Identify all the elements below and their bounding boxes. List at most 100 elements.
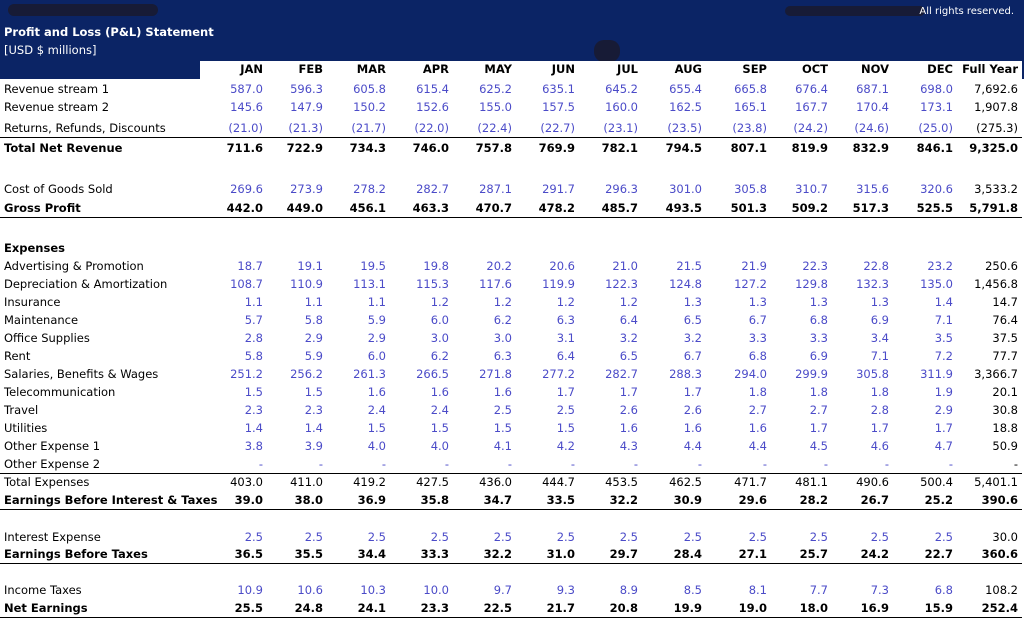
col-sep-value: 127.2 (734, 277, 767, 291)
col-sep-value: 305.8 (734, 182, 767, 196)
col-may-value: 436.0 (479, 475, 512, 489)
col-dec-value: 320.6 (920, 182, 953, 196)
col-apr-value: 33.3 (420, 547, 449, 561)
col-full-year-value: 7,692.6 (974, 82, 1018, 96)
col-feb-header: FEB (298, 62, 323, 76)
row-label: Income Taxes (4, 583, 82, 597)
col-oct-value: 1.8 (809, 385, 828, 399)
col-jul-value: 122.3 (605, 277, 638, 291)
col-full-year-value: - (1013, 457, 1018, 471)
col-sep-value: 4.4 (748, 439, 767, 453)
col-apr-value: 3.0 (430, 331, 449, 345)
col-aug-value: 4.4 (683, 439, 702, 453)
col-full-year-value: 3,366.7 (974, 367, 1018, 381)
col-may-value: - (507, 457, 512, 471)
col-apr-value: 6.0 (430, 313, 449, 327)
col-aug-value: 124.8 (669, 277, 702, 291)
col-feb-value: 38.0 (294, 493, 323, 507)
col-jul-value: 282.7 (605, 367, 638, 381)
col-aug-value: 288.3 (669, 367, 702, 381)
col-sep-value: 2.5 (748, 530, 767, 544)
col-nov-value: 7.1 (870, 349, 889, 363)
col-nov-value: 517.3 (852, 201, 889, 215)
table-row: Telecommunication 1.5 1.5 1.6 1.6 1.6 1.7 1.7 1.… (0, 383, 1024, 401)
col-sep-value: 807.1 (730, 141, 767, 155)
table-row: Utilities 1.4 1.4 1.5 1.5 1.5 1.5 1.6 1.6 1.6 1.7 1… (0, 419, 1024, 437)
col-feb-value: 5.9 (304, 349, 323, 363)
row-label: Other Expense 2 (4, 457, 101, 471)
col-jan-value: 36.5 (234, 547, 263, 561)
col-feb-value: - (318, 457, 323, 471)
col-jul-value: 1.6 (619, 421, 638, 435)
col-may-value: (22.4) (477, 121, 512, 135)
col-aug-value: 301.0 (669, 182, 702, 196)
col-jun-value: 9.3 (556, 583, 575, 597)
col-apr-value: 19.8 (423, 259, 449, 273)
col-jun-value: 635.1 (542, 82, 575, 96)
row-rule (0, 137, 1022, 138)
col-feb-value: 10.6 (297, 583, 323, 597)
table-row: Returns, Refunds, Discounts (21.0) (21.3) (… (0, 119, 1024, 138)
col-dec-value: 698.0 (920, 82, 953, 96)
col-full-year-value: 360.6 (981, 547, 1018, 561)
col-may-value: 1.6 (493, 385, 512, 399)
col-mar-value: - (381, 457, 386, 471)
col-jul-value: 453.5 (605, 475, 638, 489)
row-label: Interest Expense (4, 530, 101, 544)
col-feb-value: (21.3) (288, 121, 323, 135)
col-nov-value: 132.3 (856, 277, 889, 291)
column-header-bar (200, 61, 1022, 79)
col-dec-value: 1.4 (934, 295, 953, 309)
col-apr-value: 746.0 (412, 141, 449, 155)
col-sep-value: 294.0 (734, 367, 767, 381)
col-jul-value: - (633, 457, 638, 471)
col-nov-value: 687.1 (856, 82, 889, 96)
col-feb-value: 449.0 (286, 201, 323, 215)
col-nov-value: 6.9 (870, 313, 889, 327)
col-jun-value: 33.5 (546, 493, 575, 507)
col-apr-value: 23.3 (420, 601, 449, 615)
col-may-value: 34.7 (483, 493, 512, 507)
col-nov-value: 4.6 (870, 439, 889, 453)
table-row: Other Expense 2 - - - - - - - - - - - - - (0, 455, 1024, 473)
col-jun-value: 3.1 (556, 331, 575, 345)
row-label: Maintenance (4, 313, 79, 327)
col-full-year-value: 20.1 (992, 385, 1018, 399)
row-rule (0, 563, 1022, 564)
col-sep-value: 27.1 (738, 547, 767, 561)
row-label: Revenue stream 2 (4, 100, 110, 114)
col-apr-value: (22.0) (414, 121, 449, 135)
row-label: Cost of Goods Sold (4, 182, 113, 196)
col-full-year-header: Full Year (962, 62, 1018, 76)
col-nov-value: 3.4 (870, 331, 889, 345)
col-aug-value: 6.7 (683, 349, 702, 363)
col-may-value: 117.6 (479, 277, 512, 291)
col-aug-value: 794.5 (665, 141, 702, 155)
col-sep-value: 6.8 (748, 349, 767, 363)
col-sep-value: - (762, 457, 767, 471)
col-may-value: 271.8 (479, 367, 512, 381)
col-jun-value: (22.7) (540, 121, 575, 135)
col-feb-value: 110.9 (290, 277, 323, 291)
col-full-year-value: 250.6 (985, 259, 1018, 273)
col-dec-value: 7.2 (934, 349, 953, 363)
col-mar-value: 1.5 (367, 421, 386, 435)
col-full-year-value: 1,907.8 (974, 100, 1018, 114)
col-oct-value: 22.3 (802, 259, 828, 273)
table-row: Office Supplies 2.8 2.9 2.9 3.0 3.0 3.1 3.2 3.2 3… (0, 329, 1024, 347)
col-may-value: 470.7 (475, 201, 512, 215)
col-oct-value: 4.5 (809, 439, 828, 453)
col-jun-value: 769.9 (538, 141, 575, 155)
col-dec-value: 2.9 (934, 403, 953, 417)
col-sep-value: 1.8 (748, 385, 767, 399)
col-feb-value: 1.1 (304, 295, 323, 309)
table-row: Depreciation & Amortization 108.7 110.9 113… (0, 275, 1024, 293)
col-jul-value: 6.4 (619, 313, 638, 327)
col-mar-value: 24.1 (357, 601, 386, 615)
col-nov-value: 170.4 (856, 100, 889, 114)
row-rule (0, 217, 1022, 218)
col-nov-value: 832.9 (852, 141, 889, 155)
col-mar-value: 34.4 (357, 547, 386, 561)
col-oct-value: 2.5 (809, 530, 828, 544)
col-apr-value: 615.4 (416, 82, 449, 96)
